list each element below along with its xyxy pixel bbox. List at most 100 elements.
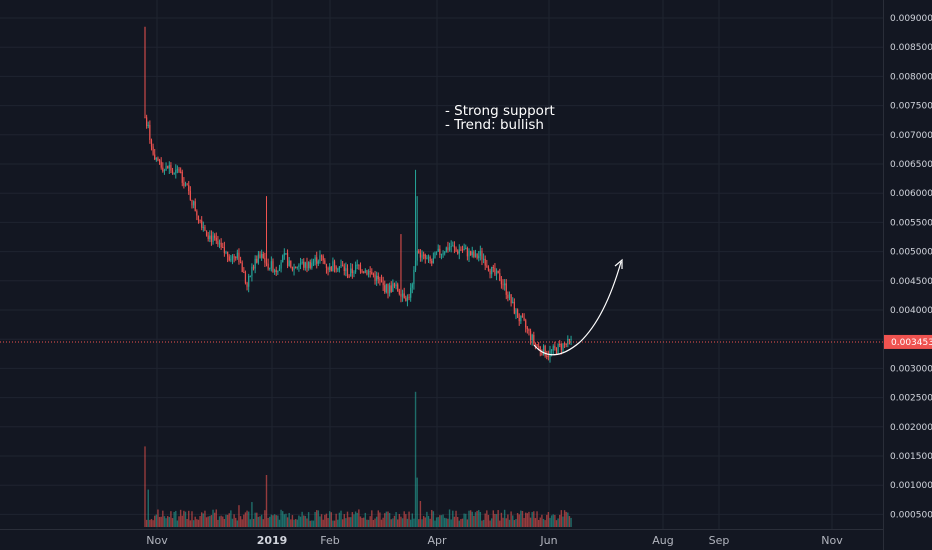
candle bbox=[395, 281, 397, 290]
volume-bar bbox=[500, 512, 503, 527]
volume-bar bbox=[163, 516, 166, 527]
candle bbox=[546, 350, 548, 360]
candle bbox=[387, 283, 389, 299]
volume-bar bbox=[409, 519, 412, 527]
volume-bar bbox=[337, 519, 339, 527]
volume-bar bbox=[178, 516, 180, 527]
candle bbox=[301, 259, 303, 265]
candle bbox=[286, 249, 289, 269]
candle bbox=[274, 268, 276, 275]
candle bbox=[452, 241, 454, 247]
volume-bar bbox=[282, 511, 284, 527]
volume-bar bbox=[152, 520, 154, 527]
candle bbox=[560, 343, 562, 355]
y-tick-label: 0.005000 bbox=[890, 248, 932, 258]
volume-bar bbox=[382, 517, 384, 527]
candle bbox=[327, 266, 329, 276]
volume-bar bbox=[205, 517, 208, 527]
candle bbox=[338, 266, 340, 273]
y-tick-label: 0.001500 bbox=[890, 452, 932, 462]
volume-bar bbox=[411, 513, 413, 527]
candle bbox=[505, 279, 507, 300]
volume-bar bbox=[539, 517, 541, 527]
volume-bar bbox=[529, 517, 532, 527]
candle bbox=[275, 266, 277, 276]
candle bbox=[269, 267, 271, 271]
candle bbox=[526, 326, 528, 334]
candle bbox=[484, 255, 486, 271]
candle bbox=[180, 167, 182, 174]
candle bbox=[494, 263, 496, 277]
volume-bar bbox=[228, 513, 230, 527]
candle bbox=[252, 264, 255, 271]
candle bbox=[183, 177, 185, 189]
candle bbox=[455, 246, 457, 252]
candle bbox=[191, 199, 193, 209]
y-tick-label: 0.007000 bbox=[890, 131, 932, 141]
candle bbox=[458, 244, 460, 260]
candle bbox=[146, 114, 148, 129]
candle bbox=[416, 196, 418, 266]
volume-bar bbox=[554, 514, 556, 527]
volume-bar bbox=[542, 518, 545, 527]
volume-bar bbox=[510, 511, 512, 527]
candle bbox=[426, 255, 428, 260]
candle bbox=[414, 169, 417, 273]
candle bbox=[228, 254, 230, 262]
volume-bar bbox=[521, 510, 524, 527]
volume-bar bbox=[273, 514, 276, 527]
candle bbox=[557, 343, 559, 355]
candle bbox=[434, 251, 436, 259]
volume-bar bbox=[401, 518, 404, 527]
candle bbox=[181, 169, 183, 187]
volume-bar bbox=[265, 475, 268, 527]
volume-bar bbox=[429, 518, 431, 527]
volume-bar bbox=[244, 512, 247, 527]
candle bbox=[348, 274, 350, 279]
volume-bar bbox=[502, 517, 504, 527]
volume-bar bbox=[520, 510, 522, 527]
candle bbox=[552, 344, 554, 355]
candle bbox=[272, 258, 274, 273]
candle bbox=[504, 279, 506, 291]
candle bbox=[196, 209, 198, 221]
candle bbox=[236, 249, 238, 260]
volume-bar bbox=[260, 514, 263, 527]
volume-bar bbox=[183, 510, 185, 527]
volume-bar bbox=[335, 513, 337, 527]
volume-bar bbox=[278, 519, 281, 527]
x-tick-label: 2019 bbox=[257, 534, 288, 547]
volume-bar bbox=[471, 511, 473, 527]
volume-bar bbox=[330, 512, 332, 527]
volume-bar bbox=[283, 514, 286, 527]
volume-bar bbox=[259, 516, 261, 527]
volume-bar bbox=[550, 515, 553, 527]
candle bbox=[343, 263, 345, 276]
volume-bar bbox=[155, 514, 158, 527]
volume-bar bbox=[212, 509, 214, 527]
y-tick-label: 0.006000 bbox=[890, 189, 932, 199]
volume-bar bbox=[406, 518, 409, 527]
candle bbox=[202, 221, 204, 232]
volume-bar bbox=[384, 513, 386, 527]
volume-bar bbox=[531, 512, 533, 527]
volume-bar bbox=[541, 514, 543, 527]
candle bbox=[308, 261, 310, 271]
candle bbox=[353, 270, 355, 278]
volume-bar bbox=[264, 510, 266, 527]
candle bbox=[316, 251, 318, 269]
volume-bar bbox=[166, 516, 169, 527]
volume-bar bbox=[233, 514, 235, 527]
volume-bar bbox=[251, 502, 253, 527]
candle bbox=[238, 248, 240, 265]
y-tick-label: 0.006500 bbox=[890, 160, 932, 170]
volume-bar bbox=[361, 517, 363, 527]
volume-bar bbox=[448, 509, 451, 527]
y-tick-label: 0.004000 bbox=[890, 306, 932, 316]
volume-bar bbox=[487, 514, 490, 527]
volume-bar bbox=[144, 446, 146, 527]
candle bbox=[248, 273, 250, 293]
volume-bar bbox=[301, 511, 303, 527]
